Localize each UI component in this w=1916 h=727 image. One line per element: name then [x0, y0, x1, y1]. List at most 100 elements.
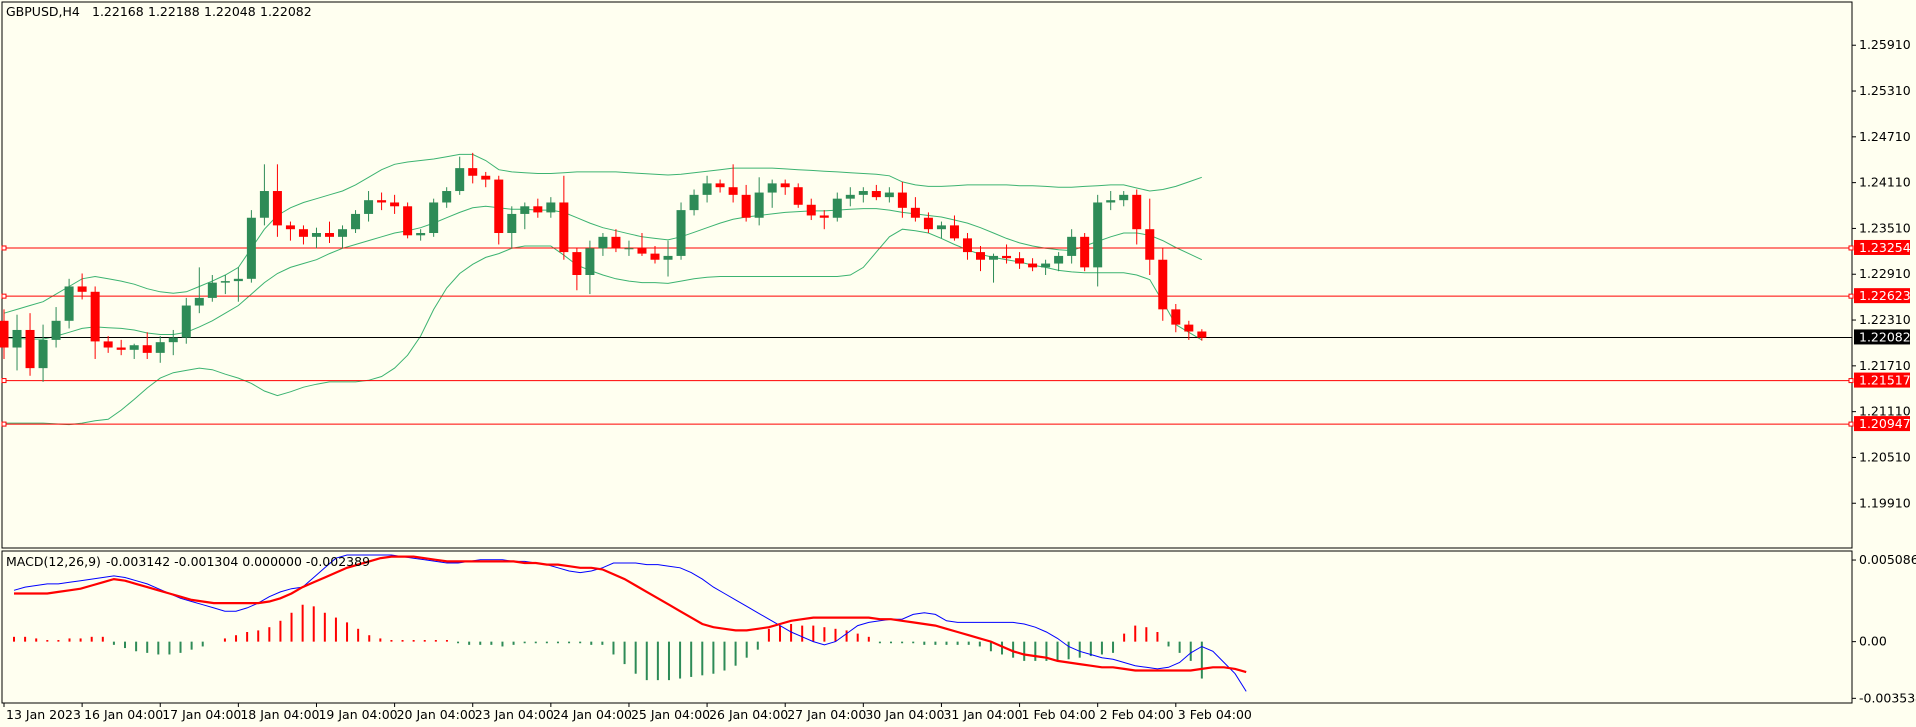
ohlc-low: 1.22048 [204, 4, 256, 19]
candle [976, 245, 985, 272]
candle-body [663, 255, 673, 260]
candles [0, 152, 1207, 382]
candle-body [897, 192, 907, 208]
candle [481, 171, 491, 188]
candle-body [1197, 331, 1207, 338]
candle [897, 181, 907, 218]
candle [1119, 191, 1129, 207]
level-tag-bg-2 [1854, 372, 1910, 388]
candle [845, 187, 855, 207]
time-tick-label: 17 Jan 04:00 [162, 707, 241, 722]
candle [624, 240, 634, 256]
macd-tick-label: 0.00 [1859, 634, 1887, 649]
candle-body [51, 320, 61, 340]
candle [494, 175, 504, 245]
candle [220, 275, 230, 295]
candle [77, 273, 87, 300]
candle-body [780, 183, 790, 188]
candle-body [220, 281, 230, 283]
level-handle-right-0[interactable] [1848, 245, 1854, 251]
price-axis: 1.25910 1.25310 1.24710 1.24110 1.23510 1.229… [1852, 37, 1911, 510]
price-tick-label: 1.22310 [1859, 312, 1911, 327]
price-tick-label: 1.21710 [1859, 358, 1911, 373]
level-handle-right-2[interactable] [1848, 378, 1854, 384]
candle-body [832, 198, 842, 218]
candle [780, 179, 790, 195]
level-tag-3: 1.20947 [1859, 416, 1911, 431]
level-handle-left-2[interactable] [1, 378, 7, 384]
candle [142, 332, 152, 359]
candle [116, 339, 126, 356]
candle-body [1002, 255, 1012, 259]
candle-body [962, 238, 972, 253]
candle [155, 336, 165, 363]
price-tick-label: 1.22910 [1859, 266, 1911, 281]
level-tag-bg-0 [1854, 239, 1910, 255]
candle [871, 184, 881, 201]
candle [0, 309, 9, 359]
candle-body [494, 179, 504, 234]
time-tick-label: 31 Jan 04:00 [943, 707, 1022, 722]
candle [1093, 194, 1103, 287]
candle [1080, 233, 1090, 272]
level-tag-bg-1 [1854, 288, 1910, 304]
candle-body [845, 194, 855, 199]
candle-body [572, 252, 582, 275]
candle-body [871, 191, 881, 198]
candle [377, 192, 387, 211]
time-tick-label: 20 Jan 04:00 [397, 707, 476, 722]
candle [1197, 329, 1207, 341]
level-handle-left-1[interactable] [1, 293, 7, 299]
candle [585, 240, 595, 295]
time-tick-label: 24 Jan 04:00 [553, 707, 632, 722]
candle-body [949, 225, 959, 239]
candle-body [741, 194, 751, 218]
current-price-tag-bg [1854, 329, 1910, 345]
level-handle-left-0[interactable] [1, 245, 7, 251]
price-pane-frame [1, 1, 1853, 549]
candle-body [403, 206, 413, 236]
candle [1145, 198, 1155, 275]
candle [90, 286, 100, 359]
candle [364, 191, 374, 222]
candle-body [142, 345, 152, 353]
candle-body [1067, 236, 1077, 256]
candle-body [103, 341, 113, 348]
candle-body [207, 282, 217, 298]
ohlc-close: 1.22082 [260, 4, 312, 19]
time-tick-label: 23 Jan 04:00 [475, 707, 554, 722]
candle [767, 179, 777, 208]
candle-body [507, 213, 517, 234]
candle [25, 313, 35, 376]
macd-lines [13, 554, 1247, 692]
candle-body [884, 192, 894, 198]
candle [38, 324, 48, 382]
level-handle-right-3[interactable] [1848, 421, 1854, 427]
candle-body [364, 200, 374, 214]
candle-body [38, 339, 48, 369]
candle [1171, 304, 1181, 333]
symbol-label: GBPUSD,H4 [6, 4, 80, 19]
price-tick-label: 1.21110 [1859, 404, 1911, 419]
candle [806, 198, 816, 221]
candle-body [194, 297, 204, 306]
candle [442, 187, 452, 208]
candle [858, 187, 868, 203]
candle [233, 267, 243, 302]
level-handle-right-1[interactable] [1848, 293, 1854, 299]
time-tick-label: 19 Jan 04:00 [318, 707, 397, 722]
candle [1067, 229, 1077, 264]
candle-body [1158, 259, 1168, 310]
candle [754, 177, 764, 226]
candle [285, 221, 295, 241]
level-handle-left-3[interactable] [1, 421, 7, 427]
current-price-tag: 1.22082 [1859, 329, 1911, 344]
candle [598, 233, 608, 256]
candle [910, 197, 920, 222]
candle [351, 210, 361, 234]
candle-body [246, 217, 256, 279]
candle [429, 198, 439, 237]
candle-body [793, 187, 803, 205]
candle-body [806, 204, 816, 216]
